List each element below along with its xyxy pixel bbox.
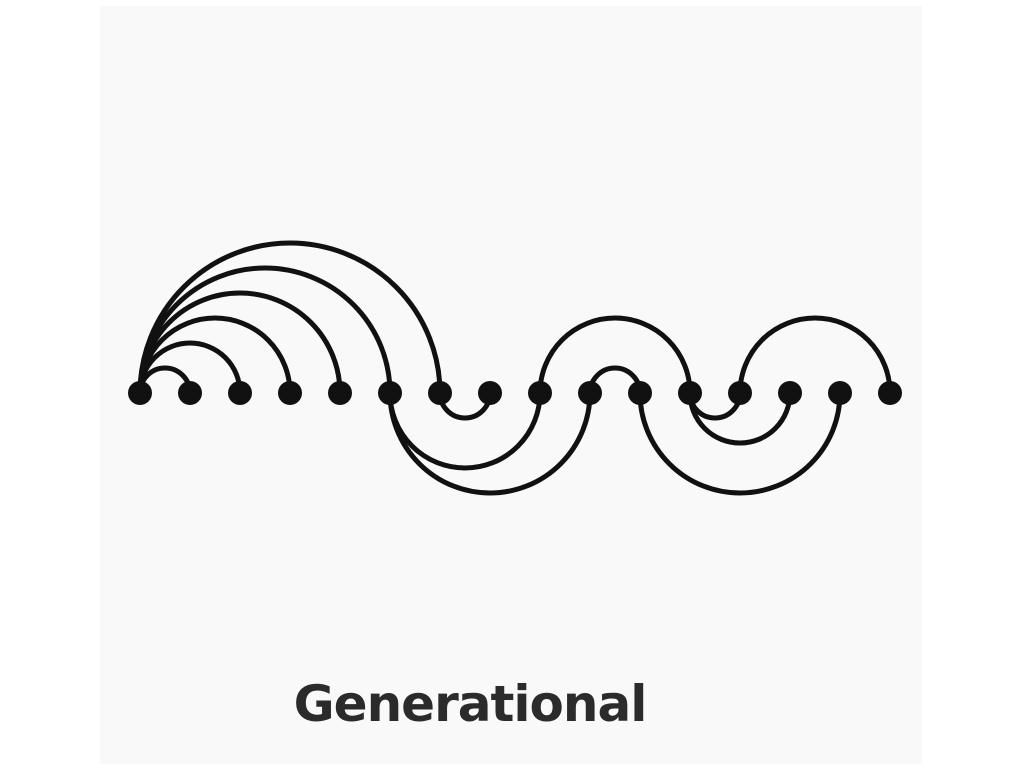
node-14 <box>778 381 802 405</box>
node-16 <box>878 381 902 405</box>
node-1 <box>128 381 152 405</box>
arc-12-14 <box>687 392 793 446</box>
nodes-layer <box>128 381 902 405</box>
node-10 <box>578 381 602 405</box>
node-5 <box>328 381 352 405</box>
arcs-layer <box>137 240 893 496</box>
arc-9-12 <box>537 315 693 394</box>
arc-11-15 <box>637 392 843 496</box>
arc-13-16 <box>737 315 893 394</box>
node-4 <box>278 381 302 405</box>
arc-1-7 <box>137 240 443 394</box>
node-12 <box>678 381 702 405</box>
node-3 <box>228 381 252 405</box>
node-8 <box>478 381 502 405</box>
node-2 <box>178 381 202 405</box>
node-7 <box>428 381 452 405</box>
node-15 <box>828 381 852 405</box>
node-13 <box>728 381 752 405</box>
node-9 <box>528 381 552 405</box>
node-6 <box>378 381 402 405</box>
node-11 <box>628 381 652 405</box>
diagram-caption: Generational <box>293 675 648 733</box>
arc-6-10 <box>387 392 593 496</box>
